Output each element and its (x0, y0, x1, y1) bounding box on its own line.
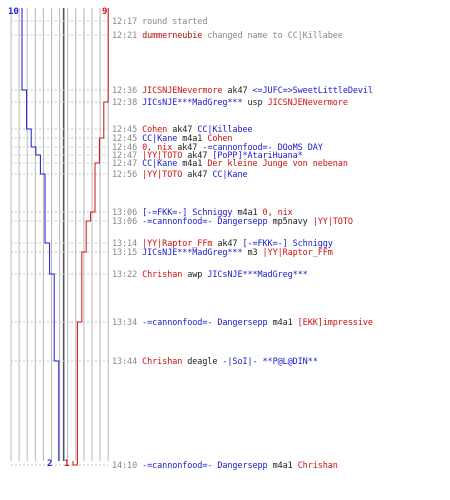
log-text-segment: JICSNJENevermore (267, 98, 348, 108)
log-row: 13:06 [-=FKK=-] Schniggy m4a1 0, nix (112, 208, 293, 218)
log-text-segment: dummerneubie (142, 31, 203, 41)
log-row: 12:47 CC|Kane m4a1 Der kleine Junge von … (112, 159, 348, 169)
log-row: 13:14 |YY|Raptor_FFm ak47 [-=FKK=-] Schn… (112, 239, 333, 249)
log-text-segment: |YY|Raptor_FFm (262, 248, 333, 258)
log-text-segment: Cohen (142, 125, 168, 135)
log-text-segment: [-=FKK=-] Schniggy (142, 208, 233, 218)
log-text-segment: ak47 (212, 239, 243, 249)
log-row: 12:46 0, nix ak47 -=cannonfood=- DOoMS D… (112, 143, 323, 153)
log-text-segment: |YY|TOTO (142, 151, 183, 161)
log-text-segment: Chrishan (142, 270, 183, 280)
log-text-segment: Chrishan (142, 357, 183, 367)
log-text-segment: ak47 (167, 125, 198, 135)
log-text-segment: deagle (182, 357, 223, 367)
red-team-end-count: 1 (64, 459, 70, 469)
log-text-segment: ak47 (222, 86, 253, 96)
log-text-segment: -=cannonfood=- Dangersepp (142, 217, 268, 227)
log-text-segment: m4a1 (177, 159, 208, 169)
log-text-segment: -|SoI|- **P@L@DIN** (222, 357, 318, 367)
log-text-segment: |YY|TOTO (312, 217, 353, 227)
log-text-segment: Chrishan (297, 461, 338, 471)
log-text-segment: CC|Kane (212, 170, 248, 180)
log-text-segment: Der kleine Junge von nebenan (207, 159, 348, 169)
log-timestamp: 13:15 (112, 248, 143, 258)
log-timestamp: 12:47 (112, 151, 143, 161)
log-timestamp: 13:06 (112, 208, 143, 218)
log-text-segment: [PoPP]*AtariHuana* (212, 151, 303, 161)
log-text-segment: m4a1 (267, 461, 298, 471)
log-row: 13:22 Chrishan awp JICsNJE***MadGreg*** (112, 270, 308, 280)
log-text-segment: JICsNJE***MadGreg*** (207, 270, 308, 280)
log-text-segment: round started (142, 17, 208, 27)
red-team-start-count: 9 (102, 7, 108, 17)
log-timestamp: 12:38 (112, 98, 143, 108)
log-text-segment: -=cannonfood=- Dangersepp (142, 461, 268, 471)
log-text-segment: JICSNJENevermore (142, 86, 223, 96)
blue-team-alive-line (21, 8, 60, 461)
log-text-segment: -=cannonfood=- Dangersepp (142, 318, 268, 328)
log-row: 12:38 JICsNJE***MadGreg*** usp JICSNJENe… (112, 98, 348, 108)
log-text-segment: m4a1 (177, 134, 208, 144)
log-timestamp: 12:36 (112, 86, 143, 96)
log-text-segment: <=JUFC=>SweetLittleDevil (252, 86, 374, 96)
log-row: 12:47 |YY|TOTO ak47 [PoPP]*AtariHuana* (112, 151, 303, 161)
log-row: 12:36 JICSNJENevermore ak47 <=JUFC=>Swee… (112, 86, 373, 96)
log-row: 13:06 -=cannonfood=- Dangersepp mp5navy … (112, 217, 353, 227)
log-row: 13:15 JICsNJE***MadGreg*** m3 |YY|Raptor… (112, 248, 333, 258)
alive-players-chart (10, 8, 109, 466)
log-text-segment: Cohen (207, 134, 233, 144)
log-timestamp: 12:46 (112, 143, 143, 153)
log-text-segment: CC|Killabee (197, 125, 253, 135)
log-text-segment: usp (242, 98, 268, 108)
log-row: 12:45 Cohen ak47 CC|Killabee (112, 125, 253, 135)
log-text-segment: ak47 (172, 143, 203, 153)
log-row: 12:56 |YY|TOTO ak47 CC|Kane (112, 170, 248, 180)
log-text-segment: JICsNJE***MadGreg*** (142, 98, 243, 108)
log-timestamp: 13:34 (112, 318, 143, 328)
log-text-segment: |YY|Raptor_FFm (142, 239, 213, 249)
chart-gridlines (10, 8, 109, 461)
log-text-segment: [-=FKK=-] Schniggy (242, 239, 333, 249)
log-row: 12:17 round started (112, 17, 207, 27)
log-text-segment: awp (182, 270, 208, 280)
log-text-segment: 0, nix (262, 208, 293, 218)
log-timestamp: 14:10 (112, 461, 143, 471)
log-timestamp: 12:17 (112, 17, 143, 27)
log-text-segment: m4a1 (267, 318, 298, 328)
log-text-segment: m4a1 (232, 208, 263, 218)
log-text-segment: CC|Kane (142, 159, 178, 169)
log-timestamp: 13:06 (112, 217, 143, 227)
log-row: 14:10 -=cannonfood=- Dangersepp m4a1 Chr… (112, 461, 338, 471)
log-text-segment: mp5navy (267, 217, 313, 227)
log-row: 12:45 CC|Kane m4a1 Cohen (112, 134, 233, 144)
log-timestamp: 13:14 (112, 239, 143, 249)
log-text-segment: -=cannonfood=- DOoMS DAY (202, 143, 323, 153)
log-timestamp: 13:44 (112, 357, 143, 367)
log-text-segment: m3 (242, 248, 263, 258)
log-text-segment: changed name to CC|Killabee (202, 31, 343, 41)
blue-team-start-count: 10 (8, 7, 19, 17)
log-timestamp: 13:22 (112, 270, 143, 280)
log-row: 12:21 dummerneubie changed name to CC|Ki… (112, 31, 343, 41)
log-text-segment: JICsNJE***MadGreg*** (142, 248, 243, 258)
event-tick-marks (11, 20, 109, 466)
blue-team-end-count: 2 (47, 459, 53, 469)
log-row: 13:34 -=cannonfood=- Dangersepp m4a1 [EK… (112, 318, 373, 328)
log-timestamp: 12:21 (112, 31, 143, 41)
log-text-segment: CC|Kane (142, 134, 178, 144)
log-text-segment: ak47 (182, 151, 213, 161)
red-team-alive-line (72, 8, 109, 466)
log-text-segment: [EKK]impressive (297, 318, 373, 328)
log-text-segment: ak47 (182, 170, 213, 180)
log-text-segment: |YY|TOTO (142, 170, 183, 180)
log-timestamp: 12:56 (112, 170, 143, 180)
log-timestamp: 12:45 (112, 134, 143, 144)
log-text-segment: 0, nix (142, 143, 173, 153)
log-timestamp: 12:45 (112, 125, 143, 135)
log-row: 13:44 Chrishan deagle -|SoI|- **P@L@DIN*… (112, 357, 318, 367)
log-timestamp: 12:47 (112, 159, 143, 169)
